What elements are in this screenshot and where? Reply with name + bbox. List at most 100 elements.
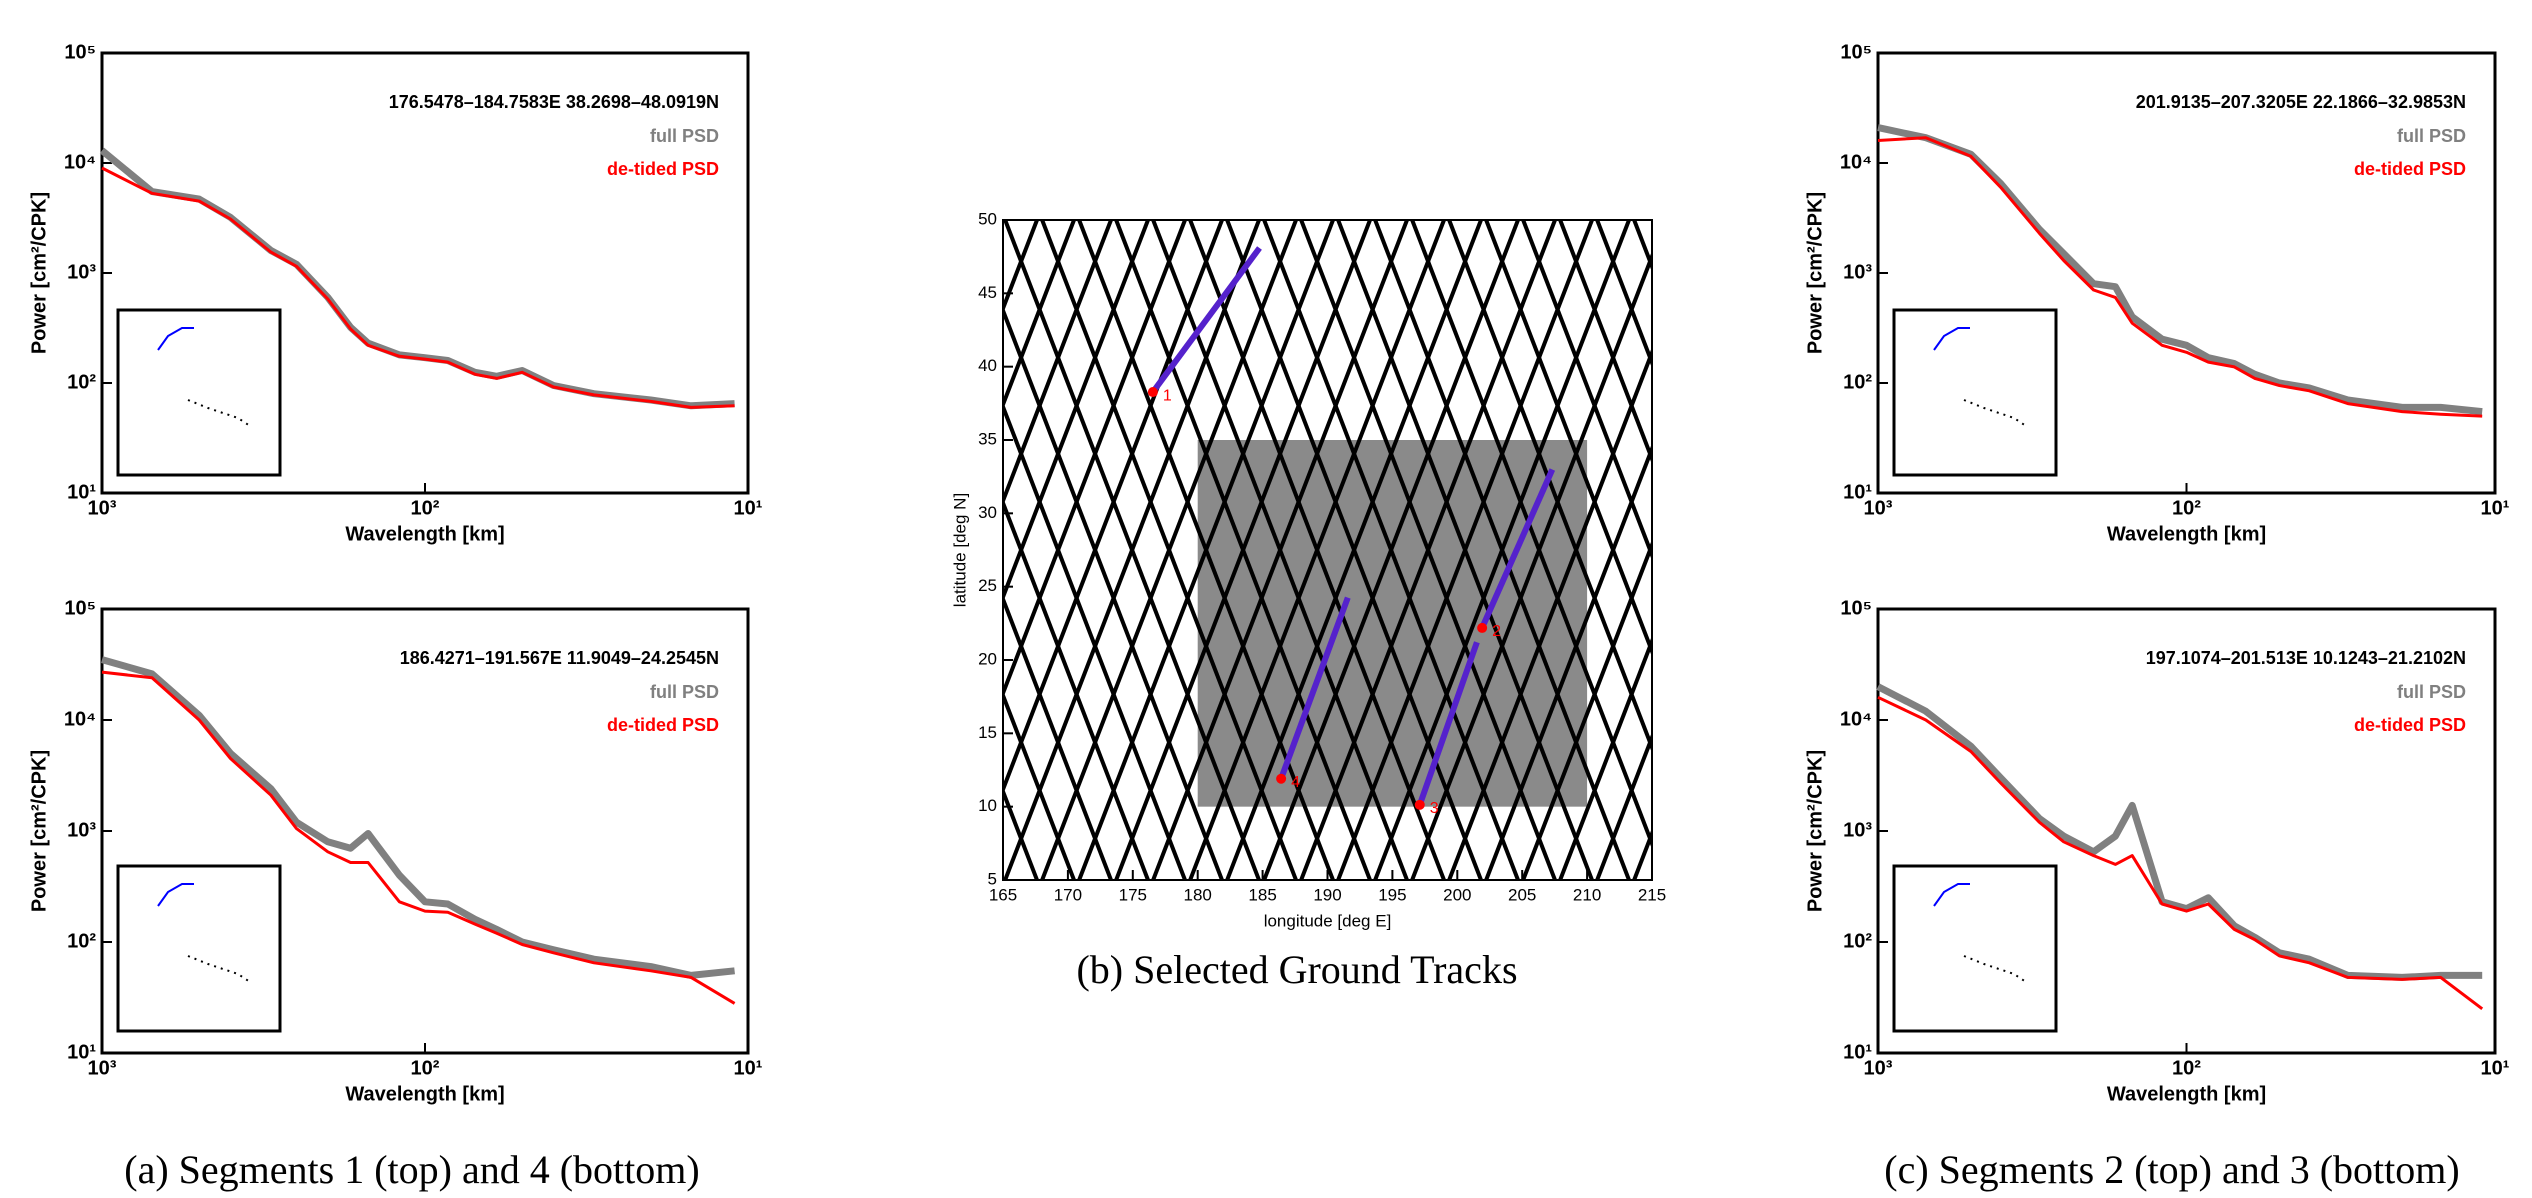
x-tick-label: 200 (1443, 885, 1471, 904)
y-axis-label: Power [cm²/CPK] (28, 192, 50, 354)
psd-line (102, 151, 735, 406)
psd-line (1878, 138, 2482, 416)
panel-title: 176.5478–184.7583E 38.2698–48.0919N (389, 92, 719, 112)
x-tick-label: 190 (1313, 885, 1341, 904)
y-tick-label: 10² (67, 930, 96, 952)
legend-entry: de-tided PSD (2354, 715, 2466, 735)
plot-frame (102, 609, 748, 1053)
track (1819, 220, 2073, 880)
segment-start (1276, 774, 1286, 784)
y-tick-label: 10³ (1843, 261, 1872, 283)
y-tick-label: 10⁴ (1840, 151, 1872, 173)
track (1893, 220, 2147, 880)
plot-frame (1878, 609, 2495, 1053)
figure: (a) Segments 1 (top) and 4 (bottom) (b) … (0, 0, 2532, 1198)
x-tick-label: 195 (1378, 885, 1406, 904)
inset-map (118, 866, 280, 1031)
segment-label: 3 (1430, 800, 1439, 817)
inset-map (118, 310, 280, 475)
inset-coast (188, 400, 250, 426)
y-tick-label: 45 (978, 283, 997, 302)
track (1634, 220, 1888, 880)
x-tick-label: 170 (1054, 885, 1082, 904)
y-tick-label: 10⁵ (64, 597, 96, 619)
track (783, 220, 1037, 880)
y-tick-label: 10¹ (1843, 1041, 1872, 1063)
x-tick-label: 210 (1573, 885, 1601, 904)
x-tick-label: 10² (411, 497, 440, 519)
y-tick-label: 10⁵ (1840, 597, 1872, 619)
y-tick-label: 10¹ (1843, 481, 1872, 503)
x-tick-label: 10¹ (734, 1057, 763, 1079)
x-axis-label: Wavelength [km] (2107, 1083, 2266, 1105)
psd-line (102, 660, 735, 976)
y-tick-label: 40 (978, 356, 997, 375)
x-tick-label: 180 (1184, 885, 1212, 904)
segment-start (1148, 387, 1158, 397)
y-tick-label: 20 (978, 649, 997, 668)
y-axis-label: latitude [deg N] (950, 493, 969, 607)
track (1671, 220, 1925, 880)
y-tick-label: 10² (1843, 371, 1872, 393)
y-axis-label: Power [cm²/CPK] (1804, 750, 1826, 912)
y-axis-label: Power [cm²/CPK] (1804, 192, 1826, 354)
track (1671, 220, 1925, 880)
caption: (c) Segments 2 (top) and 3 (bottom) (1884, 1147, 2459, 1192)
y-tick-label: 10³ (67, 261, 96, 283)
track (1708, 220, 1962, 880)
y-tick-label: 25 (978, 576, 997, 595)
x-tick-label: 10² (2172, 1057, 2201, 1079)
segment-label: 4 (1291, 774, 1300, 791)
caption: (a) Segments 1 (top) and 4 (bottom) (124, 1147, 699, 1192)
inset-coast (188, 956, 250, 982)
inset-map (1894, 866, 2056, 1031)
segment-label: 1 (1163, 387, 1172, 404)
y-tick-label: 30 (978, 503, 997, 522)
panel-title: 201.9135–207.3205E 22.1866–32.9853N (2136, 92, 2466, 112)
y-tick-label: 5 (988, 869, 997, 888)
inset-coast (1964, 400, 2026, 426)
inset-track (158, 328, 194, 350)
plot-frame (102, 53, 748, 493)
x-tick-label: 175 (1119, 885, 1147, 904)
x-tick-label: 10¹ (2481, 1057, 2510, 1079)
x-axis-label: Wavelength [km] (345, 523, 504, 545)
x-tick-label: 205 (1508, 885, 1536, 904)
selected-track (1153, 248, 1260, 392)
x-tick-label: 215 (1638, 885, 1666, 904)
psd-line (102, 168, 735, 407)
y-tick-label: 10⁵ (64, 41, 96, 63)
x-tick-label: 10² (411, 1057, 440, 1079)
x-tick-label: 10¹ (734, 497, 763, 519)
track (1708, 220, 1962, 880)
inset-track (1934, 328, 1970, 350)
y-tick-label: 10² (67, 371, 96, 393)
y-tick-label: 10² (1843, 930, 1872, 952)
track (1893, 220, 2147, 880)
y-axis-label: Power [cm²/CPK] (28, 750, 50, 912)
x-axis-label: Wavelength [km] (345, 1083, 504, 1105)
x-axis-label: Wavelength [km] (2107, 523, 2266, 545)
legend-entry: de-tided PSD (2354, 159, 2466, 179)
y-tick-label: 10⁵ (1840, 41, 1872, 63)
y-tick-label: 10³ (1843, 819, 1872, 841)
panel-title: 197.1074–201.513E 10.1243–21.2102N (2146, 648, 2466, 668)
y-tick-label: 35 (978, 429, 997, 448)
legend-entry: de-tided PSD (607, 159, 719, 179)
x-tick-label: 185 (1248, 885, 1276, 904)
track (1634, 220, 1888, 880)
inset-track (1934, 884, 1970, 906)
segment-start (1415, 800, 1425, 810)
plot-frame (1878, 53, 2495, 493)
y-tick-label: 10¹ (67, 1041, 96, 1063)
x-tick-label: 10² (2172, 497, 2201, 519)
y-tick-label: 10³ (67, 819, 96, 841)
x-axis-label: longitude [deg E] (1264, 911, 1392, 930)
y-tick-label: 50 (978, 209, 997, 228)
y-tick-label: 10⁴ (64, 151, 96, 173)
legend-entry: full PSD (2397, 126, 2466, 146)
inset-coast (1964, 956, 2026, 982)
x-tick-label: 10¹ (2481, 497, 2510, 519)
y-tick-label: 15 (978, 723, 997, 742)
legend-entry: full PSD (650, 682, 719, 702)
